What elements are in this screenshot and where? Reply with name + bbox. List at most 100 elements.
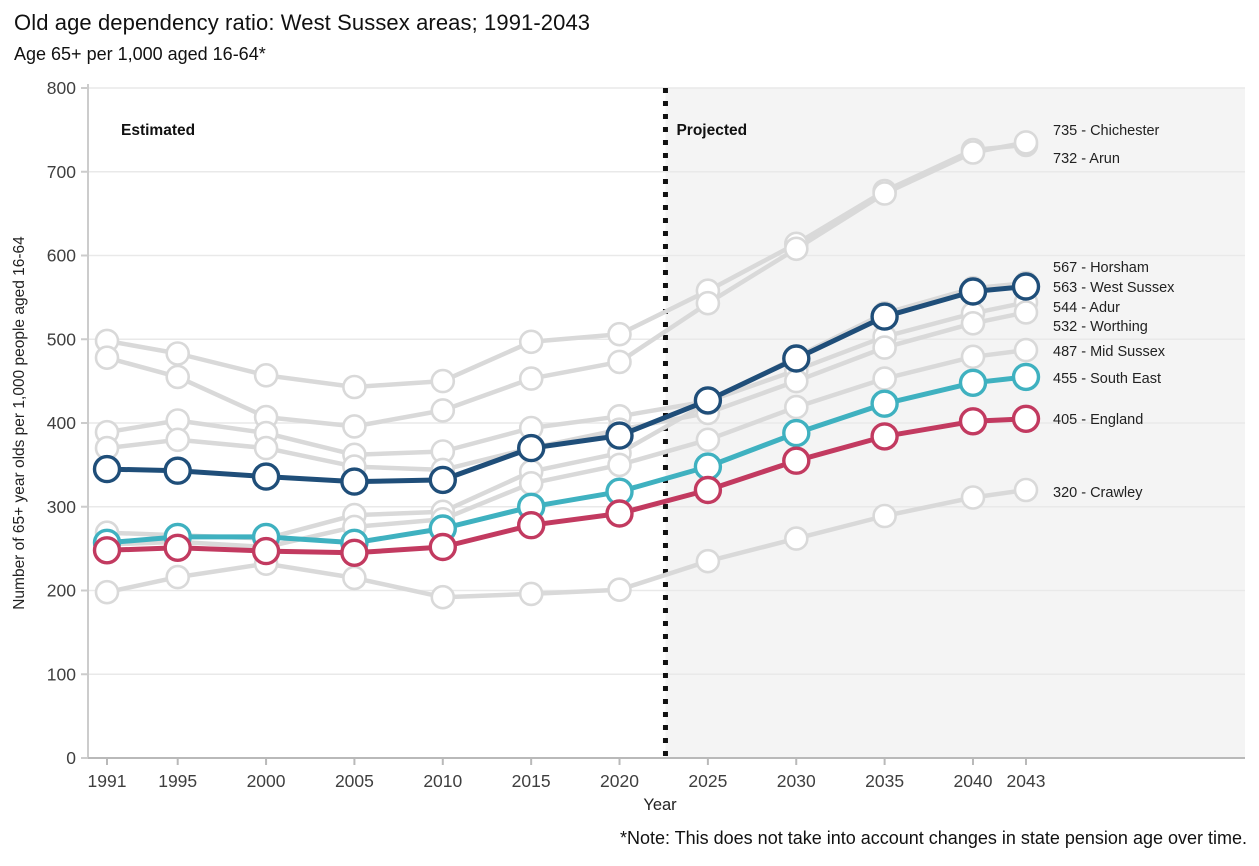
data-point (251, 462, 281, 491)
data-point (872, 366, 897, 391)
data-point (517, 433, 546, 463)
x-tick-label: 2005 (335, 771, 374, 791)
y-tick-label: 500 (47, 329, 76, 349)
series-end-label: 487 - Mid Sussex (1053, 344, 1166, 360)
x-tick-label: 2030 (777, 771, 816, 791)
data-point (870, 302, 899, 331)
data-point (165, 364, 190, 390)
series-end-label: 732 - Arun (1053, 151, 1120, 167)
data-point (430, 398, 456, 423)
chart-title: Old age dependency ratio: West Sussex ar… (14, 10, 591, 35)
series-end-label: 405 - England (1053, 412, 1143, 428)
data-point (430, 584, 456, 610)
data-point (1011, 272, 1041, 301)
x-tick-label: 2025 (688, 771, 727, 791)
data-point (870, 389, 899, 418)
y-tick-label: 0 (66, 748, 76, 768)
data-point (872, 503, 897, 529)
y-tick-label: 600 (47, 246, 76, 266)
data-point (253, 362, 279, 388)
data-point (783, 394, 809, 420)
series-england (92, 404, 1041, 567)
data-point (94, 345, 120, 371)
data-point (92, 454, 122, 484)
data-point (163, 533, 192, 562)
data-point (518, 581, 544, 607)
data-point (163, 456, 192, 485)
data-point (783, 368, 809, 394)
y-tick-label: 700 (47, 162, 76, 182)
data-point (960, 310, 986, 336)
data-point (518, 329, 544, 355)
series-end-label: 567 - Horsham (1053, 260, 1149, 276)
data-point (958, 368, 988, 397)
series-line (104, 310, 1029, 473)
series-line (104, 284, 1029, 485)
data-point (1013, 300, 1039, 325)
x-tick-label: 2040 (954, 771, 993, 791)
series-end-label: 532 - Worthing (1053, 319, 1148, 335)
series-end-label: 544 - Adur (1053, 300, 1120, 316)
data-point (165, 564, 190, 590)
data-point (340, 538, 369, 567)
data-point (517, 511, 546, 540)
data-point (605, 499, 634, 528)
data-point (607, 349, 632, 375)
data-point (783, 236, 809, 262)
series-end-label: 320 - Crawley (1053, 485, 1143, 501)
data-point (607, 321, 632, 347)
data-point (782, 418, 811, 448)
data-point (607, 452, 632, 478)
data-point (960, 140, 986, 165)
x-tick-label: 2035 (865, 771, 904, 791)
data-point (605, 421, 634, 450)
data-point (428, 532, 457, 562)
data-point (342, 374, 367, 400)
y-tick-label: 200 (47, 581, 76, 601)
x-tick-label: 1995 (158, 771, 197, 791)
series-crawley (94, 477, 1039, 610)
data-point (1011, 362, 1041, 392)
data-point (1013, 130, 1039, 155)
y-tick-label: 800 (47, 78, 76, 98)
data-point (960, 485, 986, 510)
x-tick-label: 1991 (88, 771, 127, 791)
data-point (872, 335, 897, 360)
data-point (782, 344, 811, 373)
x-tick-label: 2043 (1007, 771, 1046, 791)
x-tick-label: 2020 (600, 771, 639, 791)
data-point (872, 181, 897, 206)
series-end-label: 735 - Chichester (1053, 123, 1160, 139)
x-tick-label: 2010 (423, 771, 462, 791)
data-point (695, 427, 721, 453)
data-point (1013, 337, 1039, 363)
data-point (94, 579, 120, 605)
series-end-label: 563 - West Sussex (1053, 280, 1175, 296)
data-point (607, 577, 632, 603)
data-point (428, 465, 457, 495)
series-line (104, 416, 1029, 556)
series-line (104, 140, 1029, 429)
y-tick-label: 400 (47, 413, 76, 433)
series-west-sussex (92, 272, 1041, 496)
data-point (253, 435, 279, 461)
data-point (870, 422, 899, 451)
estimated-region-label: Estimated (121, 122, 195, 139)
data-point (693, 475, 723, 505)
data-point (695, 548, 721, 574)
y-tick-label: 300 (47, 497, 76, 517)
x-tick-label: 2000 (247, 771, 286, 791)
data-point (165, 341, 190, 366)
x-axis-title: Year (643, 796, 677, 814)
data-point (783, 526, 809, 551)
data-point (958, 407, 988, 436)
data-point (1013, 477, 1039, 503)
footnote: *Note: This does not take into account c… (619, 828, 1247, 848)
data-point (342, 414, 367, 439)
series-line (104, 142, 1029, 390)
data-point (958, 277, 988, 306)
data-point (430, 368, 456, 394)
data-point (340, 467, 369, 496)
data-point (693, 386, 723, 415)
